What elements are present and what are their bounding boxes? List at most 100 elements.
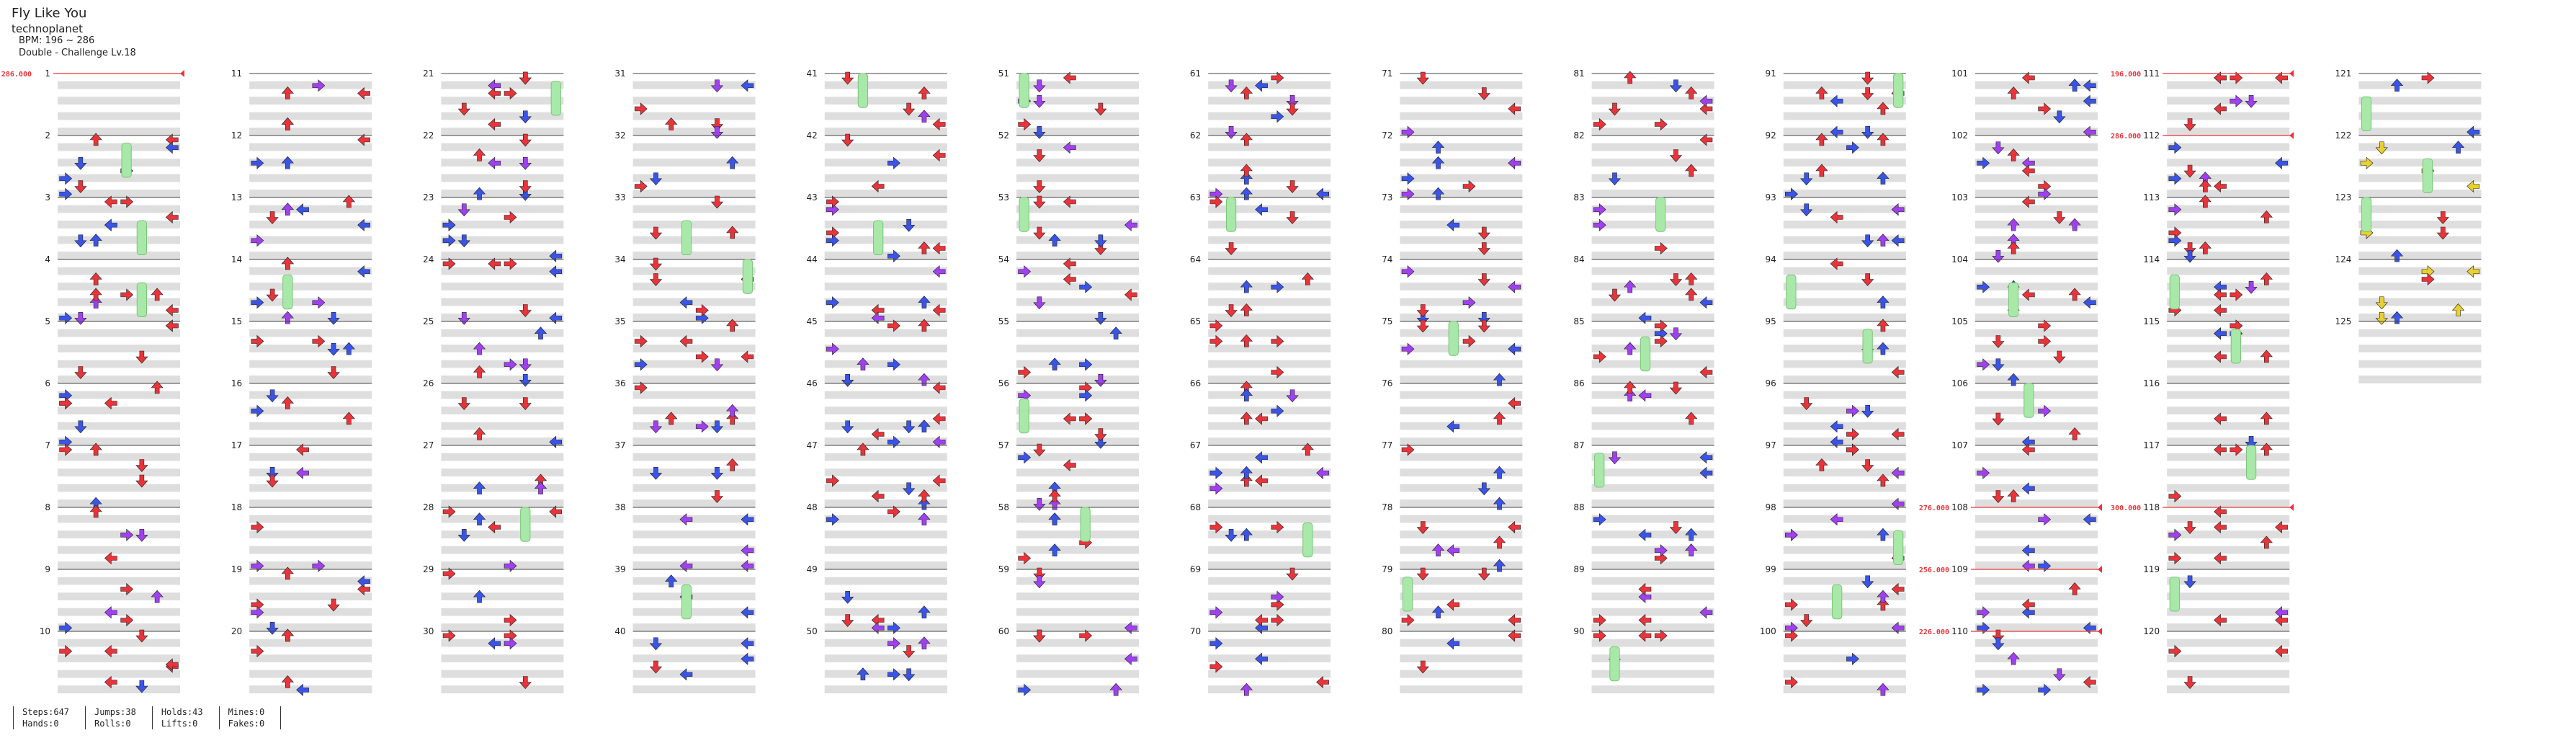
- beat-stripe: [441, 484, 564, 492]
- step-arrow: [1033, 94, 1046, 108]
- step-arrow: [1271, 71, 1284, 84]
- song-header: Fly Like You technoplanet BPM: 196 ~ 286…: [12, 6, 136, 59]
- beat-stripe: [441, 515, 564, 523]
- beat-stripe: [58, 344, 180, 352]
- step-arrow: [1608, 451, 1622, 465]
- step-arrow: [89, 504, 102, 518]
- step-arrow: [918, 110, 931, 123]
- step-arrow: [2375, 141, 2388, 155]
- step-arrow: [281, 675, 294, 688]
- beat-stripe: [1016, 221, 1139, 228]
- beat-stripe: [58, 437, 180, 445]
- measure-number: 12: [231, 130, 242, 141]
- step-arrow: [1699, 133, 1713, 146]
- step-arrow: [1877, 528, 1889, 541]
- stat-column: Steps:647 Hands:0: [13, 706, 85, 729]
- measure-number: 74: [1382, 254, 1392, 264]
- step-arrow: [488, 257, 501, 270]
- beat-stripe: [1975, 654, 2098, 662]
- bpm-label: 196.000: [2111, 71, 2141, 79]
- beat-stripe: [1016, 81, 1139, 89]
- step-arrow: [1638, 528, 1652, 541]
- beat-stripe: [58, 174, 180, 182]
- beat-stripe: [1016, 685, 1139, 693]
- beat-stripe: [1400, 623, 1523, 631]
- beat-stripe: [1016, 283, 1139, 290]
- step-arrow: [327, 342, 340, 356]
- beat-stripe: [1783, 546, 1906, 554]
- beat-stripe: [58, 499, 180, 507]
- beat-stripe: [824, 437, 947, 445]
- step-arrow: [1877, 590, 1889, 603]
- bpm-label: 286.000: [2111, 133, 2141, 141]
- beat-stripe: [1783, 468, 1906, 476]
- beat-stripe: [1208, 205, 1331, 213]
- step-arrow: [281, 311, 294, 324]
- beat-stripe: [1016, 608, 1139, 616]
- step-arrow: [1079, 358, 1093, 371]
- step-arrow: [1861, 459, 1874, 472]
- step-arrow: [312, 559, 326, 572]
- beat-stripe: [441, 685, 564, 693]
- beat-stripe: [2167, 391, 2290, 399]
- step-arrow: [1891, 497, 1905, 510]
- beat-stripe: [2167, 592, 2290, 600]
- beat-stripe: [1400, 314, 1523, 321]
- bpm-range: BPM: 196 ~ 286: [19, 35, 95, 47]
- beat-stripe: [824, 190, 947, 197]
- step-arrow: [741, 79, 754, 92]
- beat-stripe: [1016, 406, 1139, 414]
- beat-stripe: [1016, 484, 1139, 492]
- step-arrow: [89, 133, 102, 146]
- step-arrow: [2214, 412, 2227, 425]
- step-arrow: [665, 117, 678, 130]
- hold-bar: [2169, 275, 2180, 310]
- measure-number: 122: [2335, 130, 2351, 141]
- step-arrow: [710, 420, 724, 434]
- step-arrow: [2007, 86, 2020, 99]
- beat-stripe: [1400, 205, 1523, 213]
- step-arrow: [534, 481, 547, 495]
- beat-stripe: [1400, 468, 1523, 476]
- beat-stripe: [632, 190, 756, 197]
- beat-stripe: [2358, 97, 2482, 105]
- step-arrow: [2168, 489, 2182, 503]
- step-arrow: [1785, 629, 1798, 642]
- beat-stripe: [632, 143, 756, 151]
- step-arrow: [1240, 172, 1253, 185]
- step-arrow: [2068, 218, 2081, 231]
- step-arrow: [1608, 172, 1622, 186]
- step-arrow: [1830, 125, 1843, 138]
- measure-number: 98: [1766, 502, 1776, 512]
- measure-number: 11: [231, 68, 242, 79]
- step-arrow: [2168, 551, 2182, 565]
- step-arrow: [1401, 172, 1415, 185]
- step-arrow: [1446, 637, 1460, 650]
- step-arrow: [2038, 102, 2052, 115]
- beat-stripe: [632, 360, 756, 368]
- step-arrow: [1699, 296, 1713, 309]
- step-arrow: [665, 412, 678, 425]
- beat-stripe: [1016, 561, 1139, 569]
- step-arrow: [2214, 350, 2227, 363]
- beat-stripe: [1400, 592, 1523, 600]
- beat-stripe: [1208, 314, 1331, 321]
- beat-stripe: [1591, 577, 1714, 585]
- step-arrow: [151, 288, 164, 301]
- step-arrow: [1977, 683, 1990, 696]
- beat-stripe: [1591, 205, 1714, 213]
- beat-stripe: [824, 81, 947, 89]
- beat-stripe: [441, 608, 564, 616]
- step-arrow: [649, 273, 663, 286]
- step-arrow: [2275, 156, 2288, 169]
- beat-stripe: [1591, 391, 1714, 399]
- step-arrow: [266, 288, 279, 302]
- beat-stripe: [1208, 252, 1331, 259]
- step-arrow: [1240, 280, 1253, 293]
- step-arrow: [165, 210, 179, 224]
- beat-stripe: [1208, 391, 1331, 399]
- step-arrow: [2053, 110, 2066, 124]
- beat-stripe: [632, 515, 756, 523]
- step-arrow: [2214, 288, 2227, 301]
